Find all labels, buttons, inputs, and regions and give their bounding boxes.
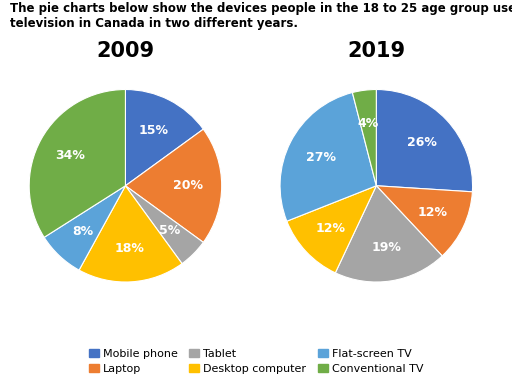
- Text: 20%: 20%: [173, 179, 203, 192]
- Text: The pie charts below show the devices people in the 18 to 25 age group use to wa: The pie charts below show the devices pe…: [10, 2, 512, 15]
- Text: television in Canada in two different years.: television in Canada in two different ye…: [10, 17, 298, 31]
- Wedge shape: [29, 89, 125, 237]
- Wedge shape: [125, 89, 203, 186]
- Text: 12%: 12%: [418, 206, 448, 219]
- Text: 26%: 26%: [407, 137, 437, 149]
- Text: 34%: 34%: [56, 149, 86, 162]
- Title: 2009: 2009: [96, 41, 155, 61]
- Legend: Mobile phone, Laptop, Tablet, Desktop computer, Flat-screen TV, Conventional TV: Mobile phone, Laptop, Tablet, Desktop co…: [85, 345, 427, 378]
- Text: 5%: 5%: [159, 224, 180, 236]
- Wedge shape: [352, 89, 376, 186]
- Text: 12%: 12%: [316, 222, 346, 235]
- Text: 4%: 4%: [358, 117, 379, 130]
- Wedge shape: [376, 89, 473, 192]
- Wedge shape: [125, 186, 203, 264]
- Text: 18%: 18%: [114, 242, 144, 255]
- Wedge shape: [376, 186, 473, 256]
- Title: 2019: 2019: [347, 41, 406, 61]
- Wedge shape: [335, 186, 442, 282]
- Text: 19%: 19%: [371, 241, 401, 254]
- Wedge shape: [44, 186, 125, 270]
- Wedge shape: [125, 129, 222, 242]
- Wedge shape: [287, 186, 376, 273]
- Wedge shape: [79, 186, 182, 282]
- Text: 15%: 15%: [139, 123, 169, 137]
- Wedge shape: [280, 92, 376, 221]
- Text: 8%: 8%: [72, 225, 93, 238]
- Text: 27%: 27%: [306, 151, 335, 164]
